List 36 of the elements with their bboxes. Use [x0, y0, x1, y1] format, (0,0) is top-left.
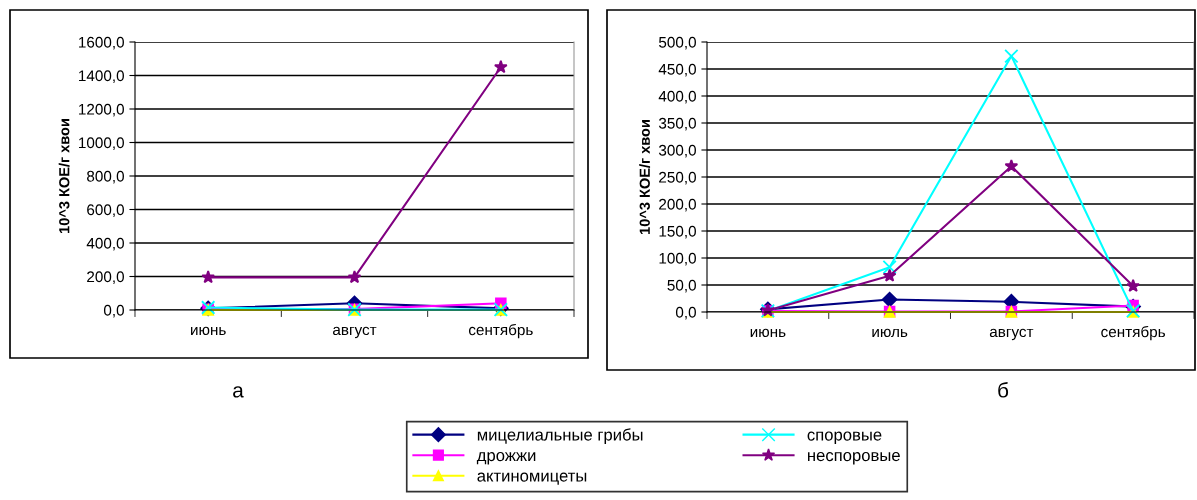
y-tick-label: 1400,0	[79, 70, 124, 83]
y-tick-label: 200,0	[87, 271, 124, 284]
text: а	[233, 386, 244, 398]
legend-label: дрожжи	[476, 452, 536, 465]
y-tick-label: 50,0	[667, 279, 696, 293]
y-tick-label: 500,0	[658, 36, 696, 50]
y-tick-label: 450,0	[658, 63, 696, 77]
y-tick-label: 600,0	[87, 204, 124, 217]
legend-label: мицелиальные грибы	[477, 428, 643, 444]
text: б	[998, 382, 1009, 398]
y-tick-label: 300,0	[658, 144, 696, 158]
y-tick-label: 800,0	[87, 170, 124, 184]
y-tick-label: 250,0	[659, 171, 696, 185]
y-tick-label: 0,0	[103, 304, 124, 318]
x-tick-label: июнь	[750, 328, 786, 338]
y-tick-label: 400,0	[658, 90, 696, 104]
x-tick-label: сентябрь	[1101, 325, 1166, 341]
y-tick-label: 350,0	[658, 117, 696, 131]
y-axis-title: 10^3 КОЕ/г хвои	[639, 120, 651, 234]
legend-label: неспоровые	[808, 452, 900, 465]
y-tick-label: 1600,0	[79, 36, 124, 50]
y-axis-title: 10^3 КОЕ/г хвои	[58, 119, 70, 233]
y-tick-label: 200,0	[659, 198, 696, 212]
legend-label: актиномицеты	[477, 472, 587, 485]
legend-label: споровые	[807, 431, 882, 444]
y-tick-label: 1200,0	[79, 103, 124, 117]
x-tick-label: август	[333, 326, 377, 339]
x-tick-label: сентябрь	[468, 323, 533, 339]
x-tick-label: август	[989, 328, 1034, 341]
x-tick-label: июнь	[191, 326, 226, 336]
y-tick-label: 0,0	[675, 306, 696, 320]
y-tick-label: 150,0	[659, 225, 696, 239]
y-tick-label: 1000,0	[79, 137, 124, 150]
y-tick-label: 400,0	[86, 237, 124, 251]
y-tick-label: 100,0	[659, 252, 696, 266]
x-tick-label: июль	[872, 328, 908, 338]
